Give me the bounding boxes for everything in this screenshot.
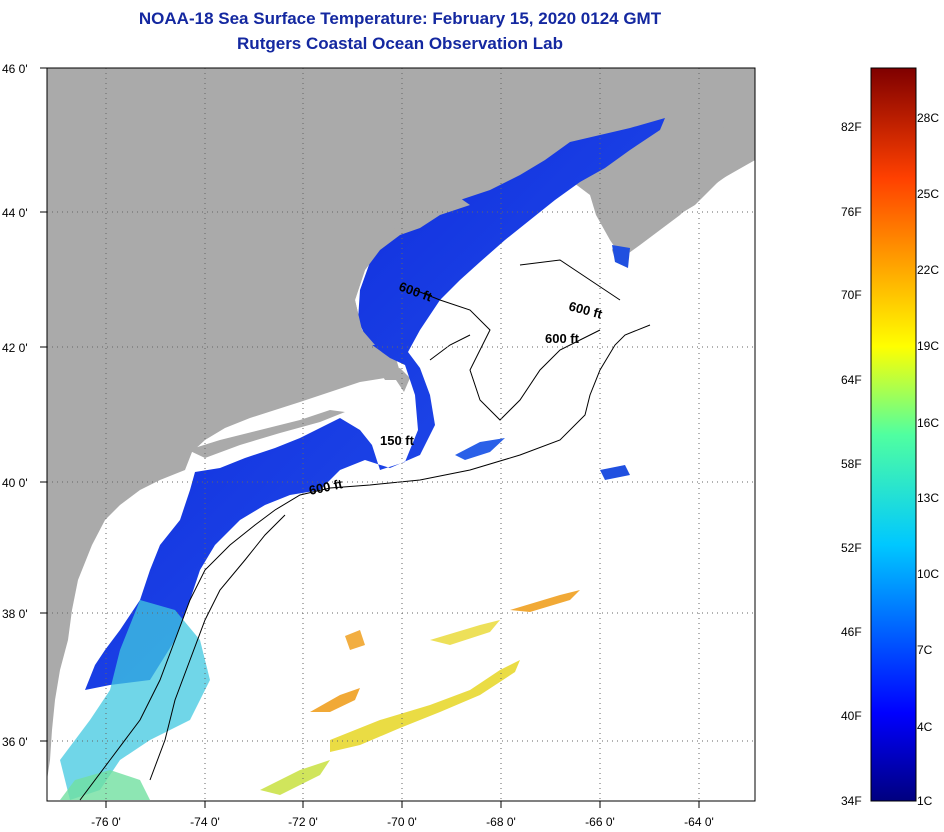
sst-blue-patch-2 [612,245,630,268]
land-long-island [188,410,345,458]
depth-label: 600 ft [545,331,580,346]
lat-label: 42 0' [2,341,28,355]
axis-ticks [40,67,700,808]
colorbar-c-label: 25C [917,187,939,201]
colorbar-c-label: 16C [917,416,939,430]
colorbar-c-label: 22C [917,263,939,277]
lat-label: 44 0' [2,206,28,220]
colorbar-f-label: 58F [841,457,862,471]
map-subtitle: Rutgers Coastal Ocean Observation Lab [237,34,563,53]
lon-label: -66 0' [585,815,615,829]
sst-cyan-patch [60,600,210,800]
sst-warm-streak-4 [510,590,580,612]
lon-label: -68 0' [486,815,516,829]
sst-blue-patch-3 [455,438,505,460]
color-bar [870,67,917,802]
sst-blue-patch-1 [600,465,630,480]
sst-warm-streak-6 [345,630,365,650]
contour-150ft [149,514,286,781]
lat-label: 38 0' [2,607,28,621]
colorbar-f-label: 64F [841,373,862,387]
contour-600ft-south [79,324,651,801]
lon-label: -76 0' [91,815,121,829]
sst-warm-streak-1 [330,660,520,752]
land-maritimes [612,110,755,262]
colorbar-f-label: 46F [841,625,862,639]
colorbar-c-label: 28C [917,111,939,125]
sst-warm-streak-2 [310,688,360,712]
land-mainland [47,68,755,780]
colorbar-c-label: 7C [917,643,933,657]
depth-label: 600 ft [308,476,345,498]
sst-warm-streak-3 [260,760,330,795]
lon-label: -64 0' [684,815,714,829]
lat-gridlines [47,211,755,742]
depth-label: 150 ft [380,433,415,448]
colorbar-c-label: 19C [917,339,939,353]
lon-label: -74 0' [190,815,220,829]
lat-label: 46 0' [2,62,28,76]
colorbar-c-label: 13C [917,491,939,505]
colorbar-f-label: 40F [841,709,862,723]
land-overlay [350,198,470,345]
colorbar-f-label: 34F [841,794,862,808]
map-title: NOAA-18 Sea Surface Temperature: Februar… [138,9,662,28]
colorbar-f-label: 82F [841,120,862,134]
colorbar-c-label: 10C [917,567,939,581]
lon-gridlines [105,68,700,801]
sst-warm-streak-5 [430,620,500,645]
colorbar-f-label: 52F [841,541,862,555]
lat-label: 40 0' [2,476,28,490]
colorbar-c-label: 1C [917,794,933,808]
lat-label: 36 0' [2,735,28,749]
colorbar-c-label: 4C [917,720,933,734]
contour-gulf-maine [414,259,621,421]
colorbar-f-label: 70F [841,288,862,302]
lon-label: -70 0' [387,815,417,829]
map-frame [46,67,756,802]
colorbar-f-label: 76F [841,205,862,219]
lon-label: -72 0' [288,815,318,829]
sst-green-patch [60,770,150,800]
